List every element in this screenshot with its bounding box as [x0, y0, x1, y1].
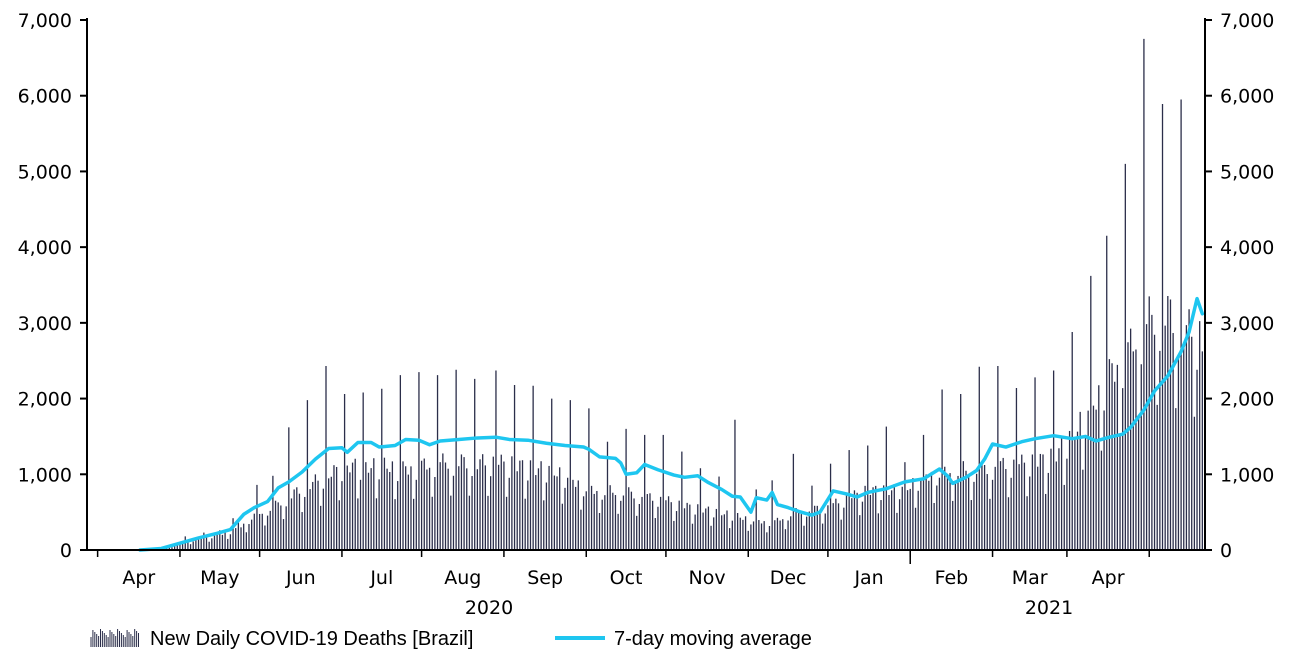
- right-y-tick-label: 2,000: [1220, 389, 1274, 411]
- x-month-label: Nov: [689, 567, 726, 589]
- left-y-tick-label: 6,000: [18, 86, 72, 108]
- left-y-tick-label: 1,000: [18, 464, 72, 486]
- right-y-tick-label: 4,000: [1220, 237, 1274, 259]
- year-label-2021: 2021: [1025, 597, 1073, 619]
- right-y-tick-label: 7,000: [1220, 10, 1274, 32]
- year-label-2020: 2020: [465, 597, 513, 619]
- x-month-label: Apr: [122, 567, 155, 589]
- axes: [86, 18, 1206, 551]
- right-y-tick-label: 0: [1220, 540, 1232, 562]
- left-y-tick-label: 2,000: [18, 389, 72, 411]
- left-y-axis-ticks: 0 1,000 2,000 3,000 4,000 5,000 6,000 7,000: [18, 10, 87, 562]
- x-month-label: Jul: [369, 567, 393, 589]
- x-axis-ticks: Apr May Jun Jul Aug Sep Oct Nov Dec Jan Feb Mar Apr: [96, 550, 1150, 589]
- right-y-axis-ticks: 0 1,000 2,000 3,000 4,000 5,000 6,000 7,000: [1205, 10, 1274, 562]
- x-month-label: Aug: [444, 567, 481, 589]
- legend-label-daily-deaths: New Daily COVID-19 Deaths [Brazil]: [150, 628, 473, 650]
- legend-bar-swatch-icon: [90, 629, 139, 647]
- right-y-tick-label: 6,000: [1220, 86, 1274, 108]
- left-y-tick-label: 4,000: [18, 237, 72, 259]
- x-month-label: Mar: [1012, 567, 1048, 589]
- x-month-label: Jun: [285, 567, 316, 589]
- x-month-label: Feb: [935, 567, 969, 589]
- left-y-tick-label: 0: [60, 540, 72, 562]
- left-y-tick-label: 3,000: [18, 313, 72, 335]
- daily-deaths-bars: [91, 38, 1206, 550]
- moving-average-line: [138, 296, 1205, 552]
- left-y-tick-label: 5,000: [18, 161, 72, 183]
- legend: New Daily COVID-19 Deaths [Brazil] 7-day…: [90, 628, 812, 650]
- moving-average-layer: [138, 296, 1205, 552]
- x-month-label: Dec: [770, 567, 807, 589]
- legend-label-moving-average: 7-day moving average: [614, 628, 812, 650]
- right-y-tick-label: 5,000: [1220, 161, 1274, 183]
- x-month-label: Jan: [853, 567, 883, 589]
- x-month-label: Apr: [1092, 567, 1125, 589]
- right-y-tick-label: 3,000: [1220, 313, 1274, 335]
- x-month-label: May: [200, 567, 239, 589]
- left-y-tick-label: 7,000: [18, 10, 72, 32]
- x-month-label: Sep: [527, 567, 563, 589]
- right-y-tick-label: 1,000: [1220, 464, 1274, 486]
- x-month-label: Oct: [610, 567, 643, 589]
